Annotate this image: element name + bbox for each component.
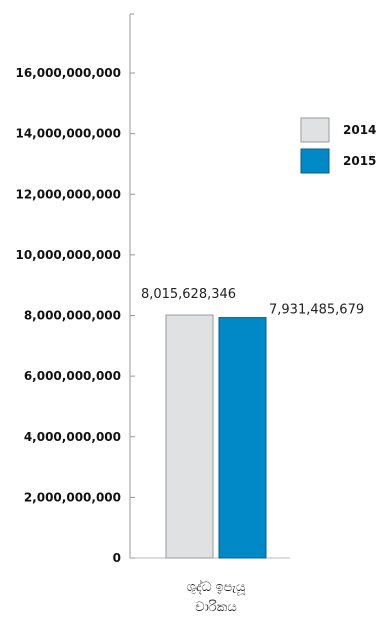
legend-label-2014: 2014 [343,123,376,137]
y-tick-label: 16,000,000,000 [15,66,121,80]
legend: 2014 2015 [300,117,376,174]
y-tick-label: 2,000,000,000 [24,490,121,504]
data-label-2015: 7,931,485,679 [269,303,364,318]
category-axis: ශුද්ධ ඉපැයූ වාරිකය [187,579,246,615]
bars [165,314,267,559]
y-tick-label: 10,000,000,000 [15,248,121,262]
bar-2015 [218,317,267,559]
y-tick-label: 0 [113,551,121,565]
bar-2014 [165,314,214,559]
y-tick-label: 6,000,000,000 [24,369,121,383]
y-tick-label: 8,000,000,000 [24,309,121,323]
y-tick-label: 4,000,000,000 [24,430,121,444]
y-tick-label: 12,000,000,000 [15,187,121,201]
legend-label-2015: 2015 [343,154,376,168]
category-label-line: වාරිකය [195,599,236,615]
y-tick-label: 14,000,000,000 [15,127,121,141]
legend-swatch-2015 [300,148,330,174]
data-label-2014: 8,015,628,346 [141,287,236,302]
category-label-line: ශුද්ධ ඉපැයූ [187,579,246,595]
data-labels: 8,015,628,346 7,931,485,679 [141,287,364,318]
y-axis: 0 2,000,000,000 4,000,000,000 6,000,000,000… [15,13,290,565]
legend-swatch-2014 [300,117,330,143]
